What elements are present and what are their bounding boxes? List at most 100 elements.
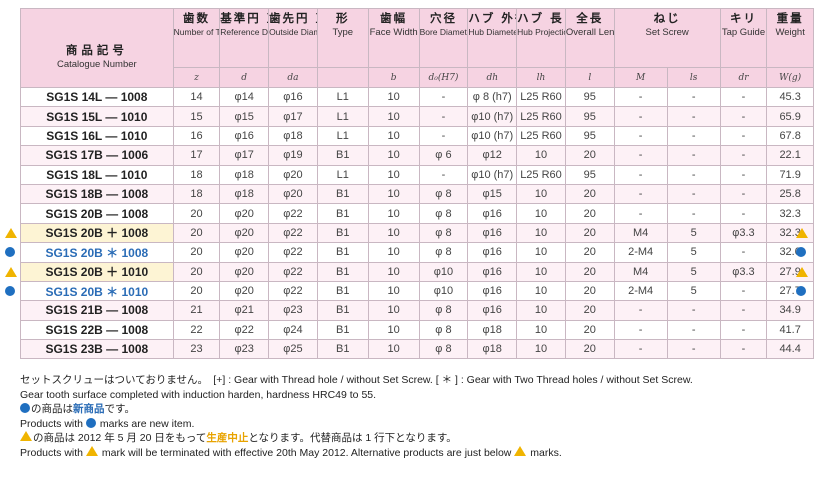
cell-face-width: 10 (367, 261, 420, 282)
table-row: SG1S 20B — 1008 20 φ20 φ22 B1 10 φ 8 φ16 10 20- - -… (20, 203, 814, 224)
cell-catalogue-number: SG1S 20B — 1008 (20, 203, 174, 224)
table-row: SG1S 20B ＋ 1008 20 φ20 φ22 B1 10 φ 8 φ16 10 20 M4 5… (20, 222, 814, 244)
cell-teeth: 20 (172, 222, 221, 244)
cell-overall-length: 20 (564, 183, 615, 205)
cell-screw-ls: 5 (666, 242, 721, 263)
cell-teeth: 20 (172, 242, 221, 263)
cell-bore: φ 8 (418, 300, 469, 321)
cell-screw-m: - (613, 86, 668, 108)
cell-screw-m: M4 (613, 261, 668, 282)
cell-ref-diameter: φ20 (219, 242, 270, 263)
cell-catalogue-number: SG1S 17B — 1006 (20, 145, 174, 166)
cell-face-width: 10 (367, 145, 420, 166)
cell-outside-diameter: φ22 (268, 261, 318, 282)
note-new-jp: の商品は新商品です。 (20, 402, 810, 417)
cell-hub-projection: 10 (516, 203, 566, 224)
cell-bore: - (418, 125, 469, 147)
cell-screw-ls: - (666, 203, 721, 224)
cell-type: L1 (316, 106, 369, 127)
cell-screw-ls: - (666, 125, 721, 147)
cell-screw-ls: - (666, 106, 721, 127)
blue-circle-icon (796, 247, 806, 258)
cell-tap-guide: - (719, 86, 768, 108)
cell-screw-ls: 5 (666, 280, 721, 302)
cell-tap-guide: - (719, 106, 768, 127)
cell-ref-diameter: φ22 (219, 319, 270, 341)
cell-ref-diameter: φ20 (219, 261, 270, 282)
cell-face-width: 10 (367, 86, 420, 108)
sym-type (316, 67, 369, 88)
cell-face-width: 10 (367, 125, 420, 147)
yellow-triangle-icon (514, 445, 527, 456)
sym-dr: dr (719, 67, 768, 88)
cell-type: B1 (316, 145, 369, 166)
sym-lh: lh (516, 67, 566, 88)
yellow-triangle-icon (796, 227, 808, 238)
sym-da: da (268, 67, 318, 88)
cell-catalogue-number: SG1S 22B — 1008 (20, 319, 174, 341)
cell-teeth: 23 (172, 339, 221, 360)
cell-catalogue-number: SG1S 18B — 1008 (20, 183, 174, 205)
cell-tap-guide: - (719, 164, 768, 185)
cell-screw-m: - (613, 203, 668, 224)
col-tap-guide: キリ Tap Guide (719, 8, 768, 68)
col-reference-diameter: 基準円 直径Reference Diameter (219, 8, 270, 68)
table-body: SG1S 14L — 1008 14 φ14 φ16 L1 10- φ 8 (h7) L25 … (20, 86, 814, 360)
cell-screw-ls: - (666, 164, 721, 185)
cell-teeth: 18 (172, 183, 221, 205)
cell-screw-m: - (613, 319, 668, 341)
cell-screw-m: 2-M4 (613, 280, 668, 302)
cell-outside-diameter: φ20 (268, 183, 318, 205)
cell-hub-projection: 10 (516, 145, 566, 166)
table-row: SG1S 16L — 1010 16 φ16 φ18 L1 10- φ10 (h7) L25 … (20, 125, 814, 147)
blue-circle-icon (20, 403, 30, 414)
cell-catalogue-number: SG1S 20B ＋ 1008 (20, 222, 174, 244)
cell-hub-diameter: φ18 (467, 339, 518, 360)
cell-face-width: 10 (367, 319, 420, 341)
cell-bore: φ 6 (418, 145, 469, 166)
cell-overall-length: 20 (564, 261, 615, 282)
cell-overall-length: 95 (564, 125, 615, 147)
cell-catalogue-number: SG1S 20B ＋ 1010 (20, 261, 174, 282)
cell-screw-m: - (613, 164, 668, 185)
cell-catalogue-number: SG1S 15L — 1010 (20, 106, 174, 127)
cell-face-width: 10 (367, 339, 420, 360)
cell-weight: 27.7 (766, 280, 814, 302)
cell-hub-diameter: φ16 (467, 300, 518, 321)
cell-overall-length: 20 (564, 280, 615, 302)
cell-hub-projection: 10 (516, 222, 566, 244)
cell-outside-diameter: φ24 (268, 319, 318, 341)
table-row: SG1S 15L — 1010 15 φ15 φ17 L1 10- φ10 (h7) L25 … (20, 106, 814, 127)
table-row: SG1S 23B — 1008 23 φ23 φ25 B1 10 φ 8 φ18 10 20- - -… (20, 339, 814, 360)
cell-overall-length: 20 (564, 145, 615, 166)
yellow-triangle-icon (5, 227, 17, 238)
sym-bore: d₀(H7) (418, 67, 469, 88)
cell-bore: φ10 (418, 280, 469, 302)
cell-face-width: 10 (367, 164, 420, 185)
cell-teeth: 22 (172, 319, 221, 341)
cell-tap-guide: φ3.3 (719, 222, 768, 244)
cell-outside-diameter: φ16 (268, 86, 318, 108)
cell-hub-diameter: φ16 (467, 261, 518, 282)
cell-hub-projection: 10 (516, 183, 566, 205)
cell-ref-diameter: φ16 (219, 125, 270, 147)
cell-bore: φ 8 (418, 183, 469, 205)
cell-screw-m: M4 (613, 222, 668, 244)
sym-m: M (613, 67, 668, 88)
col-hub-diameter: ハブ 外径Hub Diameter (467, 8, 518, 68)
cell-ref-diameter: φ18 (219, 164, 270, 185)
cell-hub-projection: 10 (516, 242, 566, 263)
table-row: SG1S 14L — 1008 14 φ14 φ16 L1 10- φ 8 (h7) L25 … (20, 86, 814, 108)
cell-face-width: 10 (367, 222, 420, 244)
cell-face-width: 10 (367, 242, 420, 263)
cell-overall-length: 95 (564, 106, 615, 127)
cell-type: B1 (316, 183, 369, 205)
cell-teeth: 20 (172, 203, 221, 224)
cell-hub-projection: L25 R60 (516, 86, 566, 108)
sym-b: b (367, 67, 420, 88)
cell-tap-guide: - (719, 242, 768, 263)
cell-tap-guide: - (719, 339, 768, 360)
cell-hub-diameter: φ16 (467, 203, 518, 224)
cell-hub-diameter: φ15 (467, 183, 518, 205)
cell-face-width: 10 (367, 300, 420, 321)
